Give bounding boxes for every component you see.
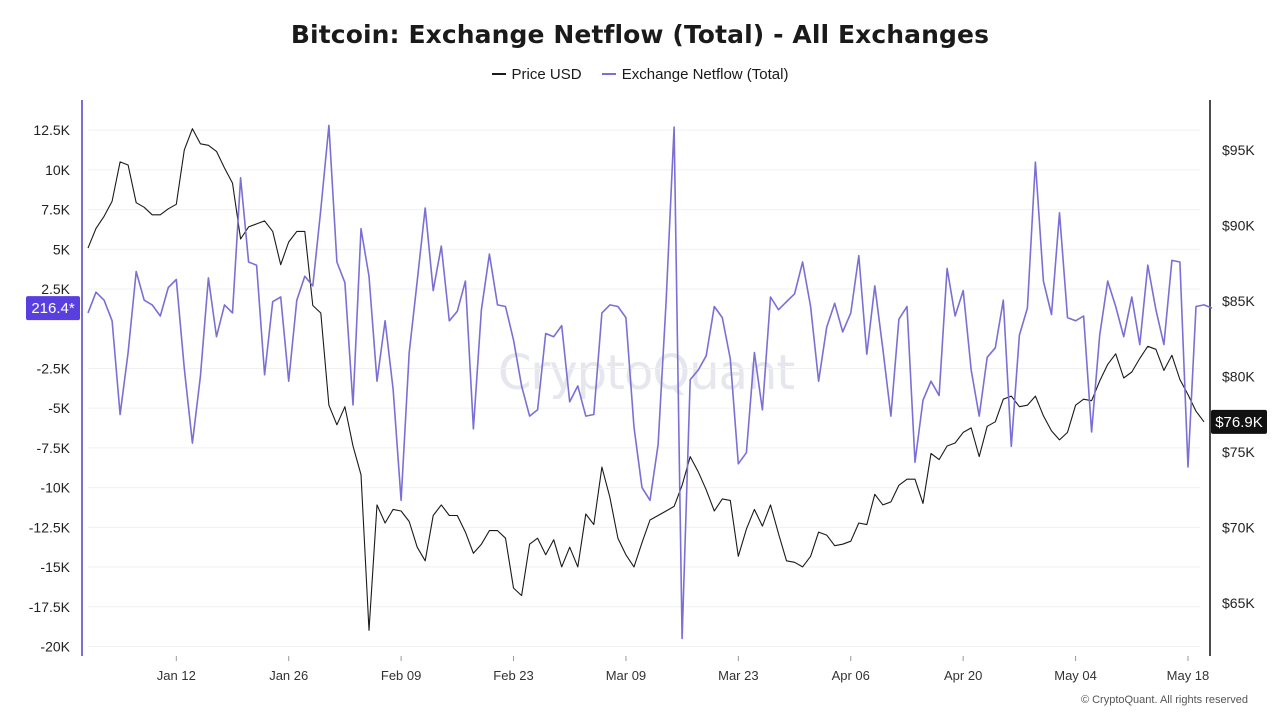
x-tick-label: Jan 26 bbox=[269, 668, 308, 683]
right-tick-label: $75K bbox=[1222, 444, 1255, 460]
chart-title: Bitcoin: Exchange Netflow (Total) - All … bbox=[290, 20, 990, 49]
gridlines bbox=[88, 129, 1200, 647]
x-tick-label: Apr 20 bbox=[944, 668, 982, 683]
netflow-series-line bbox=[87, 124, 1213, 640]
x-tick-label: Mar 09 bbox=[606, 668, 646, 683]
left-tick-label: -12.5K bbox=[29, 519, 71, 535]
watermark: CryptoQuant bbox=[498, 345, 795, 401]
price-series-line bbox=[87, 128, 1205, 631]
x-tick-label: Feb 09 bbox=[381, 668, 421, 683]
x-tick-label: Feb 23 bbox=[493, 668, 533, 683]
right-tick-label: $95K bbox=[1222, 142, 1255, 158]
right-badge-bg bbox=[1211, 409, 1267, 434]
right-tick-label: $70K bbox=[1222, 520, 1255, 536]
left-tick-label: 2.5K bbox=[41, 281, 70, 297]
legend-item-netflow[interactable]: Exchange Netflow (Total) bbox=[601, 65, 789, 83]
legend-label-netflow: Exchange Netflow (Total) bbox=[621, 65, 789, 83]
left-badge-bg bbox=[26, 296, 80, 321]
legend-swatch-netflow bbox=[601, 73, 616, 75]
left-tick-label: -20K bbox=[40, 638, 70, 654]
left-tick-label: -10K bbox=[40, 480, 70, 496]
legend: Price USD Exchange Netflow (Total) bbox=[0, 62, 1280, 83]
x-tick-label: Apr 06 bbox=[832, 668, 870, 683]
x-tick-label: Jan 12 bbox=[157, 668, 196, 683]
x-tick-label: May 18 bbox=[1167, 668, 1210, 683]
x-tick-label: May 04 bbox=[1054, 668, 1097, 683]
left-tick-label: 10K bbox=[45, 162, 71, 178]
left-badge-label: 216.4* bbox=[31, 300, 75, 317]
copyright: © CryptoQuant. All rights reserved bbox=[1080, 694, 1248, 706]
right-tick-label: $65K bbox=[1222, 595, 1255, 611]
right-tick-label: $85K bbox=[1222, 293, 1255, 309]
right-badge-label: $76.9K bbox=[1215, 414, 1263, 431]
left-tick-label: -7.5K bbox=[37, 440, 71, 456]
left-tick-label: -17.5K bbox=[29, 599, 71, 615]
legend-label-price: Price USD bbox=[511, 65, 582, 83]
left-tick-label: 12.5K bbox=[33, 122, 70, 138]
right-tick-label: $80K bbox=[1222, 368, 1255, 384]
right-tick-label: $90K bbox=[1222, 217, 1255, 233]
x-tick-label: Mar 23 bbox=[718, 668, 758, 683]
legend-swatch-price bbox=[491, 73, 506, 75]
left-tick-label: -2.5K bbox=[37, 360, 71, 376]
legend-item-price[interactable]: Price USD bbox=[491, 65, 582, 83]
left-tick-label: -5K bbox=[48, 400, 70, 416]
right-current-value-badge: $76.9K bbox=[1211, 409, 1267, 434]
left-current-value-badge: 216.4* bbox=[26, 296, 80, 321]
left-tick-label: 5K bbox=[53, 241, 71, 257]
left-tick-label: -15K bbox=[40, 559, 70, 575]
left-tick-label: 7.5K bbox=[41, 202, 70, 218]
